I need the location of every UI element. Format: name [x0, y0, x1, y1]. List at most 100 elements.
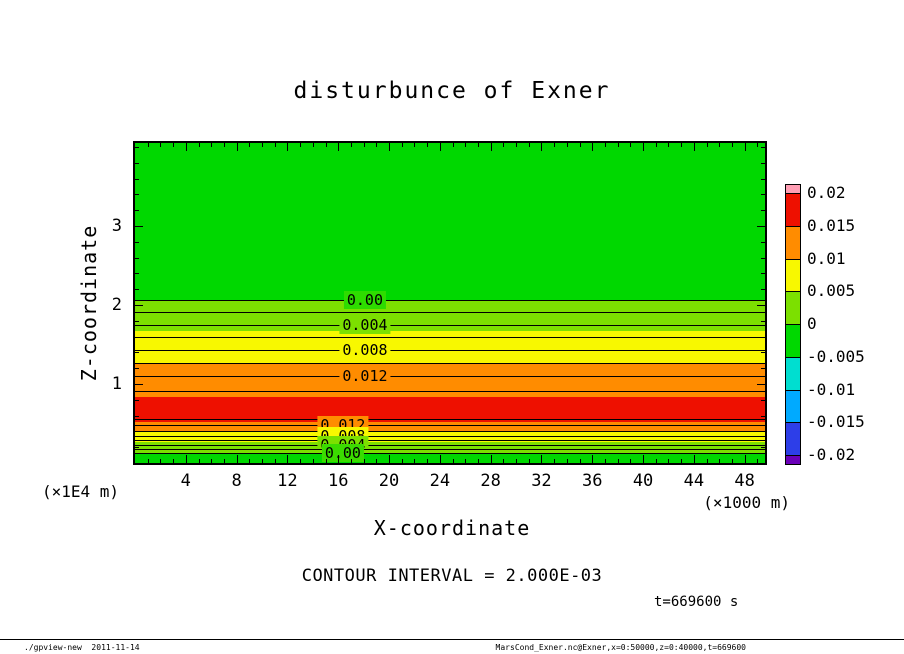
colorbar-tick-labels: 0.02 0.015 0.01 0.005 0 -0.005 -0.01 -0.015 -0.0… [807, 183, 887, 466]
x-axis-tick [338, 455, 340, 463]
x-axis-tick [554, 143, 556, 147]
x-axis-tick [249, 459, 251, 463]
x-axis-tick [452, 459, 454, 463]
x-axis-tick [693, 455, 695, 463]
contour-line [135, 430, 765, 432]
x-axis-label: X-coordinate [373, 516, 531, 540]
contour-line [135, 312, 765, 314]
x-axis-tick [592, 455, 594, 463]
colorbar-segment [785, 225, 801, 260]
x-axis-tick [185, 455, 187, 463]
x-axis-tick [744, 455, 746, 463]
y-axis-tick [135, 447, 139, 449]
y-axis-tick [761, 257, 765, 259]
x-tick-label: 12 [277, 471, 298, 491]
colorbar-segment [785, 389, 801, 424]
x-axis-tick [681, 143, 683, 147]
y-axis-tick [135, 415, 139, 417]
y-axis-tick [135, 289, 139, 291]
y-axis-tick [761, 241, 765, 243]
colorbar-segment [785, 258, 801, 293]
x-axis-tick [414, 459, 416, 463]
y-axis-tick [761, 210, 765, 212]
contour-line [135, 449, 765, 451]
x-axis-tick [604, 459, 606, 463]
x-axis-tick [223, 459, 225, 463]
y-axis-tick [761, 415, 765, 417]
x-axis-tick [604, 143, 606, 147]
time-text: t=669600 s [654, 594, 739, 610]
y-axis-tick [135, 241, 139, 243]
colorbar [785, 184, 801, 466]
contour-interval-text: CONTOUR INTERVAL = 2.000E-03 [301, 566, 603, 586]
x-tick-label: 20 [378, 471, 400, 491]
y-axis-tick [135, 352, 139, 354]
x-axis-tick [681, 459, 683, 463]
x-axis-tick [477, 459, 479, 463]
x-axis-unit: (×1000 m) [703, 493, 790, 512]
x-axis-tick [465, 459, 467, 463]
contour-line [135, 376, 765, 378]
y-axis-tick [761, 162, 765, 164]
x-axis-tick [312, 143, 314, 147]
colorbar-tick-label: -0.02 [807, 445, 856, 464]
x-axis-tick [528, 143, 530, 147]
y-axis-tick [757, 304, 765, 306]
x-axis-tick [350, 459, 352, 463]
contour-line [135, 425, 765, 427]
colorbar-segment [785, 455, 801, 465]
x-axis-tick [503, 143, 505, 147]
x-axis-tick [617, 459, 619, 463]
x-axis-tick [630, 143, 632, 147]
y-tick-label: 3 [111, 215, 122, 236]
x-axis-tick [350, 143, 352, 147]
x-axis-tick [516, 143, 518, 147]
x-axis-tick [173, 459, 175, 463]
y-axis-tick [761, 399, 765, 401]
y-axis-tick [135, 273, 139, 275]
contour-fill-band [135, 453, 765, 463]
contour-label: 0.004 [339, 315, 391, 334]
y-axis-tick-labels: 1 2 3 [96, 143, 124, 463]
x-tick-label: 16 [327, 471, 349, 491]
y-axis-tick [761, 447, 765, 449]
colorbar-segment [785, 193, 801, 227]
x-axis-tick [185, 143, 187, 151]
x-axis-tick [706, 459, 708, 463]
x-axis-tick [630, 459, 632, 463]
x-axis-tick [731, 143, 733, 147]
x-axis-tick [198, 143, 200, 147]
y-axis-tick [135, 304, 143, 306]
y-axis-tick [135, 162, 139, 164]
y-axis-tick [135, 178, 139, 180]
contour-line [135, 337, 765, 339]
contour-fill-band [135, 143, 765, 301]
x-tick-label: 24 [429, 471, 451, 491]
x-tick-label: 48 [734, 471, 755, 491]
x-axis-tick [516, 459, 518, 463]
x-axis-tick [147, 459, 149, 463]
y-axis-tick [135, 257, 139, 259]
x-axis-tick [427, 143, 429, 147]
x-axis-tick [439, 455, 441, 463]
x-axis-tick [389, 455, 391, 463]
y-axis-tick [135, 431, 139, 433]
x-axis-tick [338, 143, 340, 151]
y-axis-tick [135, 336, 139, 338]
x-axis-tick [160, 459, 162, 463]
x-axis-tick [274, 143, 276, 147]
colorbar-tick-label: 0.005 [807, 281, 856, 301]
y-axis-tick [761, 352, 765, 354]
y-axis-tick [761, 431, 765, 433]
x-axis-tick [401, 143, 403, 147]
y-axis-tick [135, 210, 139, 212]
x-axis-tick [427, 459, 429, 463]
x-axis-tick [363, 143, 365, 147]
footer-command-text: ./gpview-new 2011-11-14 [24, 643, 140, 652]
x-axis-tick [554, 459, 556, 463]
x-axis-tick [363, 459, 365, 463]
x-axis-tick [528, 459, 530, 463]
x-axis-tick [389, 143, 391, 151]
